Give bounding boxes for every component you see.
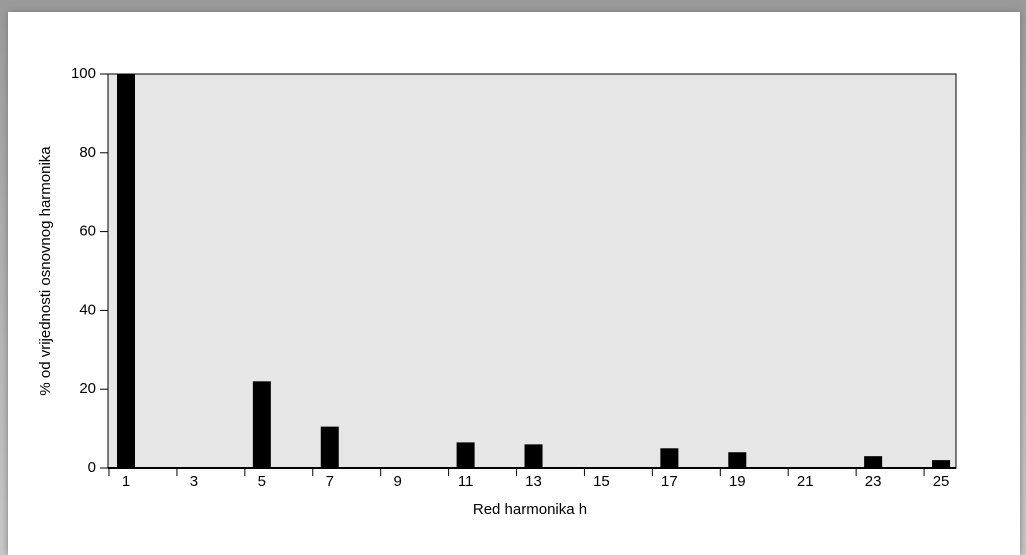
y-tick-label: 40	[79, 301, 96, 318]
x-axis-label: Red harmonika h	[473, 501, 587, 518]
y-tick-label: 60	[79, 223, 96, 240]
x-tick-label: 11	[458, 473, 474, 490]
x-tick-label: 21	[797, 473, 814, 490]
bar	[660, 448, 679, 468]
x-tick-label: 19	[729, 473, 746, 490]
bar	[320, 426, 339, 468]
bar	[524, 444, 543, 468]
bar	[116, 74, 135, 468]
x-tick-label: 5	[258, 473, 266, 490]
y-tick-label: 0	[88, 459, 96, 476]
bar	[728, 452, 747, 468]
y-tick-label: 80	[79, 144, 96, 161]
bar	[456, 442, 475, 468]
x-tick-label: 23	[865, 473, 882, 490]
x-tick-label: 1	[122, 473, 130, 490]
x-tick-label: 9	[394, 473, 402, 490]
bar	[252, 381, 271, 468]
bar	[864, 456, 883, 468]
x-tick-label: 17	[661, 473, 678, 490]
y-tick-label: 20	[79, 380, 96, 397]
x-tick-label: 25	[933, 473, 950, 490]
y-tick-label: 100	[71, 65, 96, 82]
plot-area	[107, 73, 957, 469]
x-tick-label: 15	[593, 473, 610, 490]
y-axis-label: % od vrijednosti osnovnog harmonika	[37, 146, 54, 396]
bar	[932, 460, 951, 468]
x-tick-label: 13	[525, 473, 542, 490]
x-tick-label: 7	[326, 473, 334, 490]
x-tick-label: 3	[190, 473, 198, 490]
